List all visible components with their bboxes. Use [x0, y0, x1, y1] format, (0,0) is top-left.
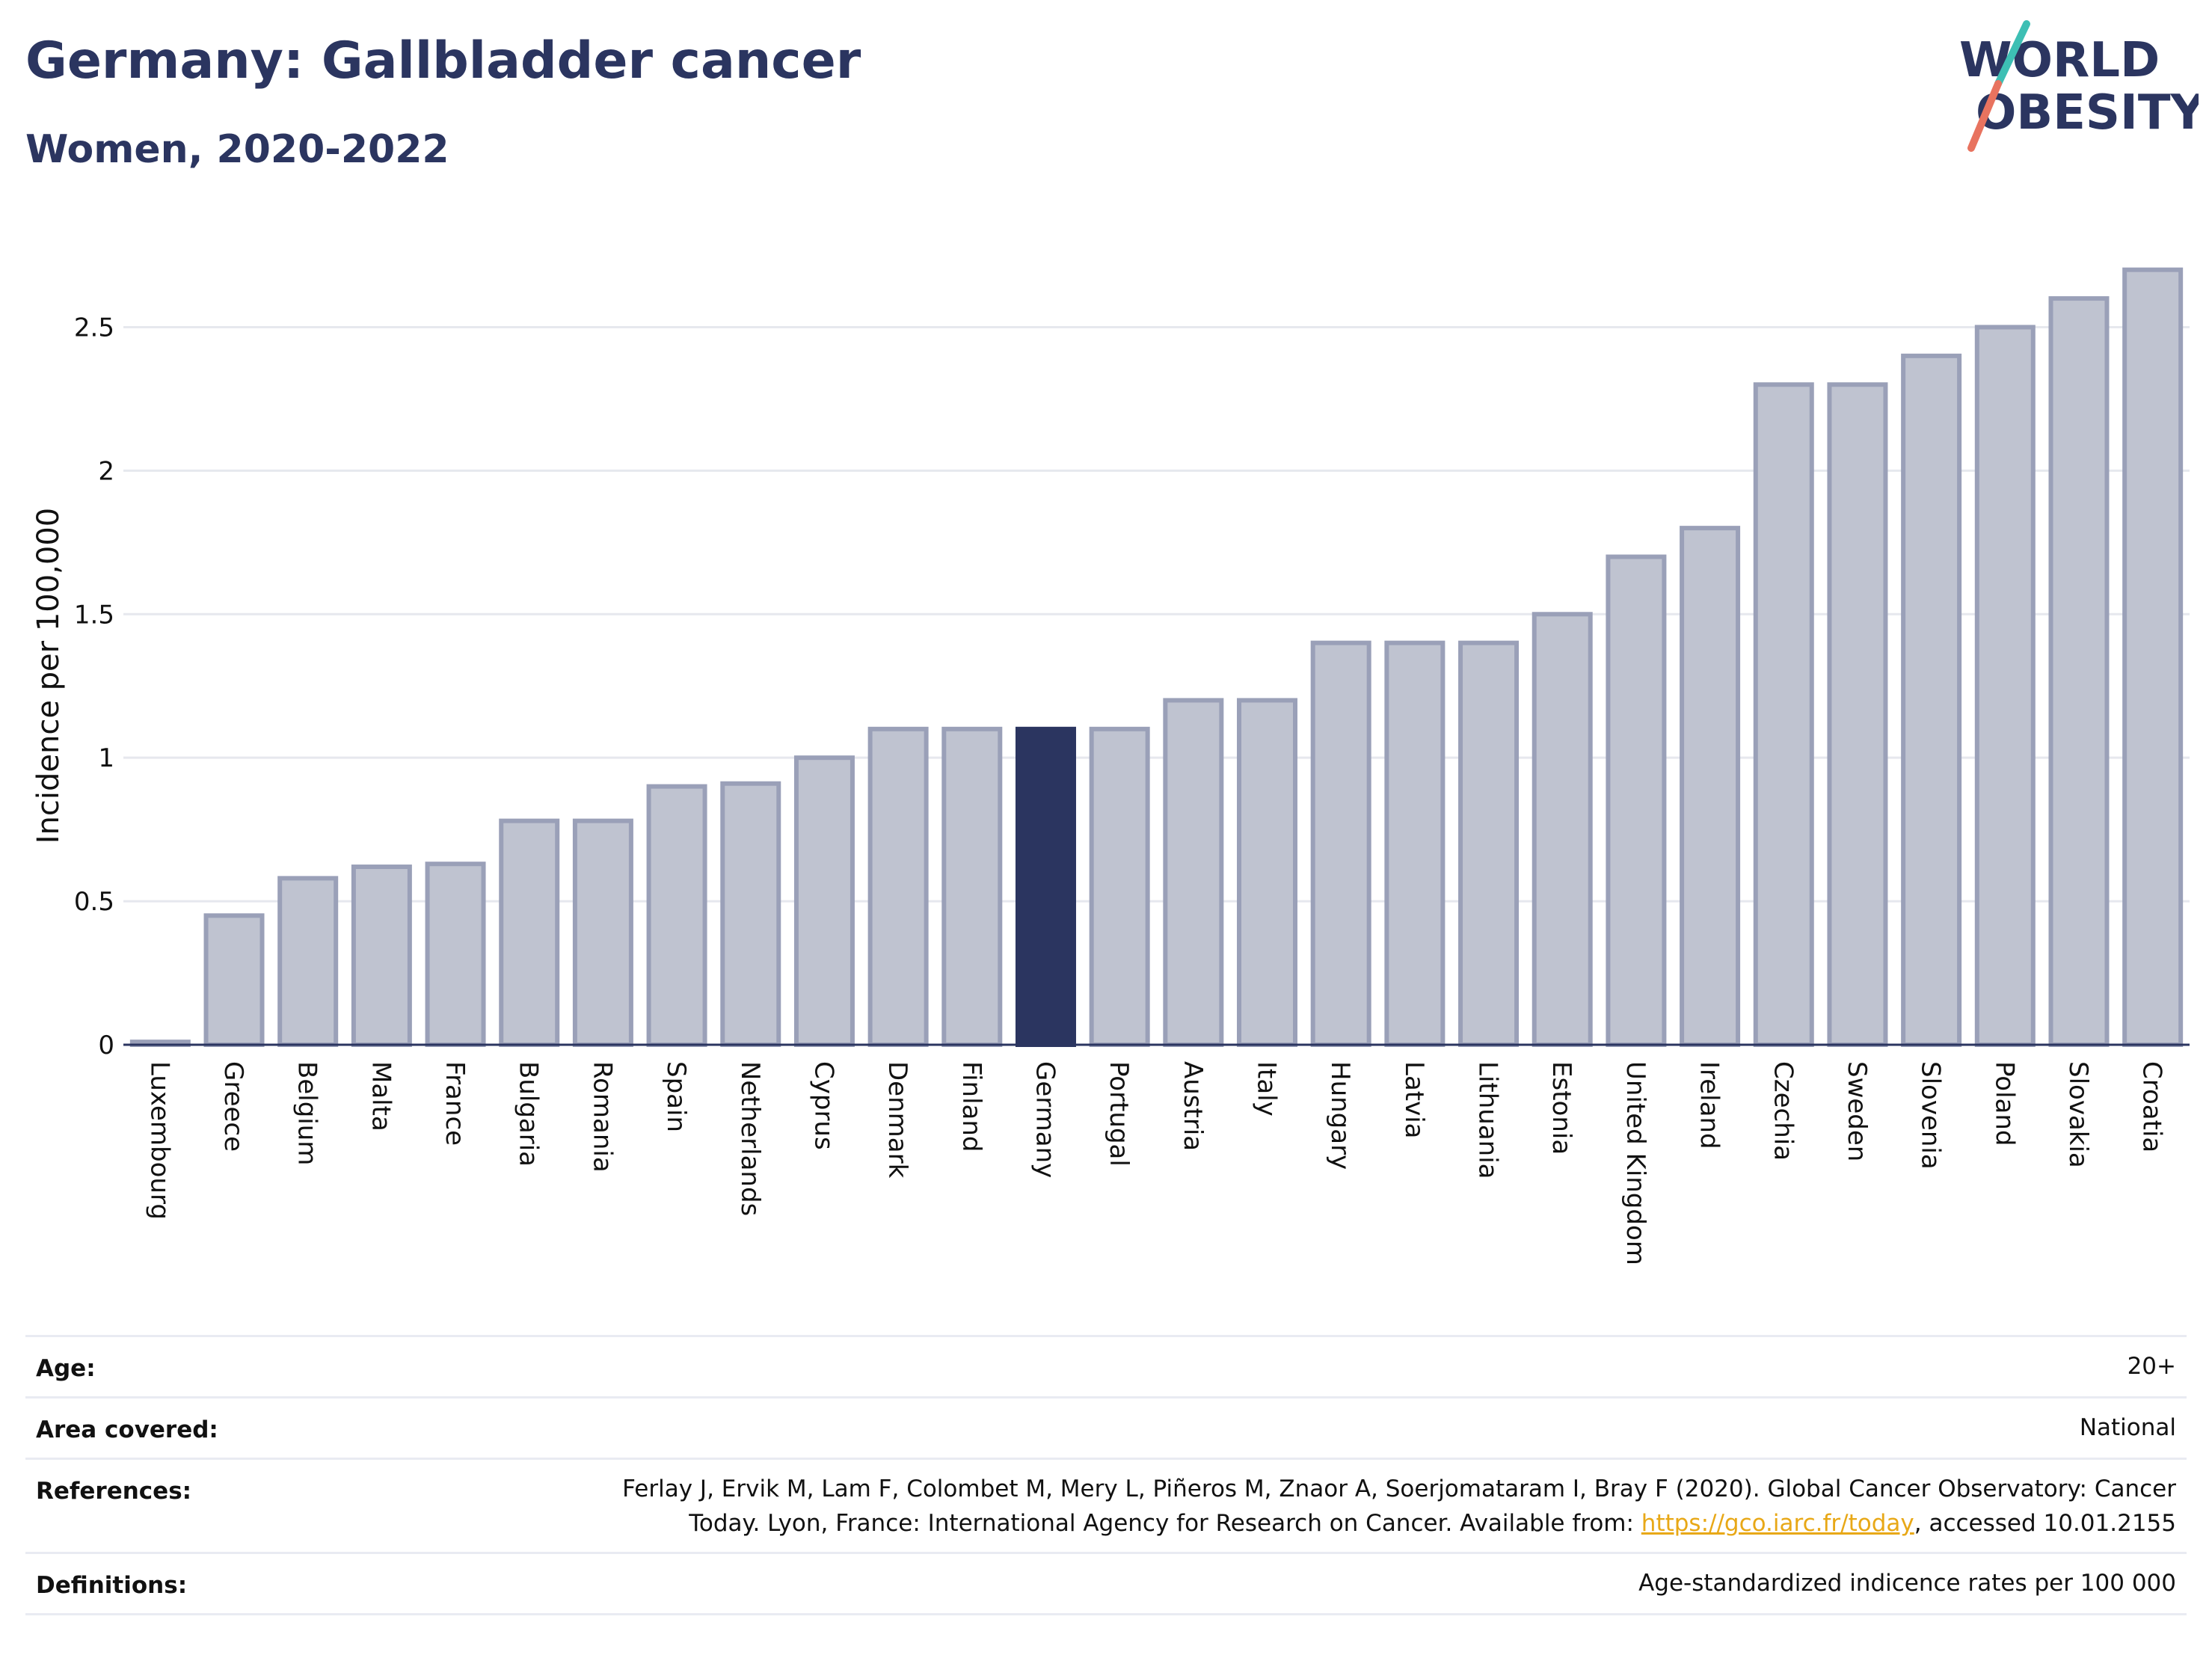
logo-text-obesity: OBESITY — [1976, 85, 2199, 141]
bar-lithuania — [1458, 640, 1520, 1047]
bar-slovenia — [1901, 353, 1962, 1047]
references-line-1: Ferlay J, Ervik M, Lam F, Colombet M, Me… — [622, 1476, 2176, 1502]
definitions-value: Age-standardized indicence rates per 100… — [1638, 1570, 2176, 1597]
area-label: Area covered: — [36, 1416, 218, 1443]
bar-latvia — [1384, 640, 1446, 1047]
chart-title: Germany: Gallbladder cancer — [25, 31, 861, 90]
x-tick-label: Luxembourg — [144, 1061, 174, 1220]
info-table: Age: 20+ Area covered: National Referenc… — [25, 1335, 2187, 1634]
info-row-age: Age: 20+ — [25, 1335, 2187, 1397]
info-row-area: Area covered: National — [25, 1396, 2187, 1458]
bar-united-kingdom — [1606, 554, 1667, 1047]
bar-netherlands — [720, 781, 781, 1047]
bar-italy — [1237, 698, 1298, 1047]
bars — [129, 267, 2184, 1048]
x-tick-label: Italy — [1252, 1061, 1282, 1117]
x-tick-label: Portugal — [1104, 1061, 1134, 1167]
x-tick-label: Spain — [661, 1061, 691, 1132]
x-tick-label: Netherlands — [735, 1061, 765, 1216]
y-tick-label: 0.5 — [74, 887, 114, 917]
chart-subtitle: Women, 2020-2022 — [25, 127, 449, 172]
bar-bulgaria — [499, 818, 560, 1048]
y-axis-ticks: 0 0.5 1 1.5 2 2.5 — [74, 313, 114, 1060]
x-tick-label: Malta — [366, 1061, 396, 1132]
references-link[interactable]: https://gco.iarc.fr/today — [1641, 1510, 1914, 1537]
references-label: References: — [36, 1478, 192, 1505]
bar-france — [425, 862, 486, 1047]
bar-slovakia — [2048, 296, 2110, 1048]
x-tick-label: Czechia — [1768, 1061, 1798, 1161]
x-tick-label: Germany — [1030, 1061, 1060, 1178]
age-label: Age: — [36, 1355, 96, 1382]
bar-portugal — [1089, 726, 1150, 1047]
x-tick-label: Belgium — [292, 1061, 322, 1165]
x-tick-label: Sweden — [1842, 1061, 1872, 1161]
y-tick-label: 1.5 — [74, 600, 114, 630]
references-line-2-suffix: , accessed 10.01.2155 — [1914, 1510, 2176, 1537]
bar-chart: 0 0.5 1 1.5 2 2.5 Luxembourg Greece Belgium Malt… — [31, 267, 2190, 1265]
y-axis-title: Incidence per 100,000 — [31, 508, 66, 844]
bar-estonia — [1531, 612, 1593, 1047]
y-tick-label: 1 — [98, 743, 114, 773]
bar-ireland — [1680, 526, 1741, 1047]
info-row-definitions: Definitions: Age-standardized indicence … — [25, 1552, 2187, 1615]
x-tick-label: Latvia — [1399, 1061, 1429, 1139]
x-tick-label: Austria — [1178, 1061, 1208, 1151]
references-line-2: Today. Lyon, France: International Agenc… — [622, 1506, 2176, 1541]
bar-cyprus — [793, 755, 855, 1048]
x-tick-label: Finland — [956, 1061, 986, 1152]
x-tick-label: France — [440, 1061, 470, 1146]
bar-poland — [1974, 325, 2036, 1047]
x-tick-label: Lithuania — [1473, 1061, 1503, 1179]
bar-belgium — [277, 876, 339, 1047]
bar-malta — [351, 865, 412, 1047]
logo-slash-coral — [1967, 80, 2002, 152]
x-tick-label: United Kingdom — [1620, 1061, 1650, 1265]
x-tick-label: Slovenia — [1916, 1061, 1946, 1170]
logo-slash-teal — [1994, 20, 2030, 87]
x-tick-label: Hungary — [1325, 1061, 1355, 1170]
bar-denmark — [867, 726, 929, 1047]
bar-spain — [646, 784, 707, 1047]
x-tick-label: Croatia — [2137, 1061, 2167, 1152]
x-tick-label: Poland — [1989, 1061, 2019, 1146]
y-tick-label: 2 — [98, 456, 114, 486]
info-row-references: References: Ferlay J, Ervik M, Lam F, Co… — [25, 1458, 2187, 1553]
y-tick-label: 0 — [98, 1031, 114, 1060]
bar-austria — [1163, 698, 1224, 1047]
bar-romania — [572, 818, 633, 1048]
x-tick-label: Denmark — [882, 1061, 912, 1179]
x-tick-label: Bulgaria — [514, 1061, 544, 1167]
x-tick-label: Cyprus — [808, 1061, 838, 1150]
logo-text-world: WORLD — [1959, 33, 2160, 88]
x-tick-label: Greece — [218, 1061, 248, 1152]
info-bottom-rule — [25, 1613, 2187, 1617]
references-value: Ferlay J, Ervik M, Lam F, Colombet M, Me… — [622, 1472, 2176, 1541]
bar-czechia — [1753, 382, 1814, 1047]
x-tick-label: Slovakia — [2063, 1061, 2093, 1168]
definitions-label: Definitions: — [36, 1572, 188, 1599]
bar-croatia — [2122, 267, 2184, 1047]
references-line-2-text: Today. Lyon, France: International Agenc… — [689, 1510, 1641, 1537]
y-tick-label: 2.5 — [74, 313, 114, 343]
x-tick-label: Ireland — [1695, 1061, 1724, 1149]
bar-sweden — [1827, 382, 1888, 1047]
x-axis-ticks: Luxembourg Greece Belgium Malta France Bulgar… — [144, 1061, 2166, 1265]
bar-finland — [941, 726, 1003, 1047]
world-obesity-logo: WORLD OBESITY — [1959, 20, 2199, 152]
bar-greece — [203, 913, 265, 1047]
bar-hungary — [1310, 640, 1371, 1047]
bar-germany — [1015, 726, 1076, 1047]
age-value: 20+ — [2127, 1353, 2176, 1380]
area-value: National — [2079, 1414, 2176, 1441]
x-tick-label: Estonia — [1546, 1061, 1576, 1155]
x-tick-label: Romania — [587, 1061, 617, 1173]
